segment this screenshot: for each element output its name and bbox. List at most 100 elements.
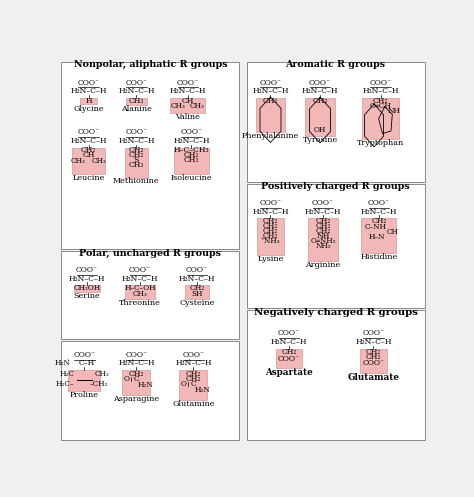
- Text: COO⁻: COO⁻: [278, 354, 300, 362]
- Text: CH₂: CH₂: [263, 232, 278, 240]
- Text: CH₂: CH₂: [312, 96, 328, 104]
- Text: CH₂: CH₂: [371, 217, 386, 225]
- Text: Methionine: Methionine: [113, 177, 160, 185]
- FancyBboxPatch shape: [246, 310, 425, 440]
- FancyBboxPatch shape: [61, 251, 239, 339]
- Text: H₃Ṅ–C–H: H₃Ṅ–C–H: [118, 87, 155, 95]
- Text: NH: NH: [316, 232, 330, 240]
- Text: H–C–CH₃: H–C–CH₃: [174, 146, 209, 155]
- FancyBboxPatch shape: [305, 98, 335, 136]
- Text: CH₃: CH₃: [129, 97, 144, 105]
- FancyBboxPatch shape: [174, 148, 209, 174]
- Text: COO⁻: COO⁻: [73, 351, 95, 359]
- Text: CH₃: CH₃: [190, 102, 205, 110]
- Text: Valine: Valine: [175, 113, 200, 121]
- Text: Leucine: Leucine: [73, 174, 105, 182]
- Text: CH₂: CH₂: [81, 146, 96, 155]
- Text: H₂C–: H₂C–: [55, 380, 74, 388]
- FancyBboxPatch shape: [125, 148, 148, 177]
- Text: CH₂: CH₂: [129, 370, 144, 378]
- Text: C–NH: C–NH: [364, 223, 386, 231]
- Text: H₂N: H₂N: [138, 381, 154, 389]
- Text: NH: NH: [387, 107, 400, 115]
- FancyBboxPatch shape: [61, 62, 239, 249]
- Text: C: C: [134, 375, 139, 383]
- Text: Tyrosine: Tyrosine: [302, 136, 337, 144]
- Text: Serine: Serine: [73, 292, 100, 300]
- Text: CH₂: CH₂: [263, 96, 278, 104]
- Text: H₃Ṅ–C–H: H₃Ṅ–C–H: [361, 208, 397, 216]
- Text: COO⁻: COO⁻: [78, 79, 100, 86]
- Text: Alanine: Alanine: [121, 105, 152, 113]
- Text: COO⁻: COO⁻: [370, 79, 392, 86]
- Text: H₃Ṅ–C–H: H₃Ṅ–C–H: [252, 87, 289, 95]
- Text: Negatively charged R groups: Negatively charged R groups: [254, 309, 418, 318]
- Text: CH₂: CH₂: [373, 96, 388, 104]
- FancyBboxPatch shape: [246, 62, 425, 182]
- Text: CH: CH: [182, 97, 194, 105]
- Text: CH₂: CH₂: [315, 222, 331, 230]
- FancyBboxPatch shape: [275, 348, 302, 368]
- Text: COO⁻: COO⁻: [362, 330, 384, 337]
- Text: CH₂: CH₂: [129, 151, 144, 160]
- Text: H₃Ṅ–C–H: H₃Ṅ–C–H: [175, 359, 211, 367]
- Text: OH: OH: [314, 126, 326, 134]
- Text: CH₂: CH₂: [315, 217, 331, 225]
- FancyBboxPatch shape: [257, 219, 284, 255]
- Text: H–C–OH: H–C–OH: [124, 284, 156, 293]
- Text: H₃Ṅ–C–H: H₃Ṅ–C–H: [271, 337, 307, 346]
- Text: H₂N: H₂N: [195, 386, 210, 394]
- Text: Isoleucine: Isoleucine: [171, 174, 212, 182]
- Text: CH₂: CH₂: [263, 227, 278, 235]
- Text: SH: SH: [191, 290, 203, 298]
- Text: COO⁻: COO⁻: [126, 79, 147, 86]
- Text: H₃Ṅ–C–H: H₃Ṅ–C–H: [70, 87, 107, 95]
- Text: Glycine: Glycine: [73, 105, 104, 113]
- Text: O: O: [181, 380, 187, 388]
- FancyBboxPatch shape: [122, 370, 150, 395]
- Text: CH₂: CH₂: [263, 217, 278, 225]
- FancyBboxPatch shape: [126, 98, 146, 105]
- Text: H₂C: H₂C: [59, 370, 74, 378]
- FancyBboxPatch shape: [68, 370, 100, 392]
- FancyBboxPatch shape: [360, 348, 387, 373]
- Text: Polar, uncharged R groups: Polar, uncharged R groups: [79, 249, 221, 258]
- Text: CH₂: CH₂: [186, 375, 201, 383]
- Text: CH₂: CH₂: [129, 146, 144, 155]
- Text: CH₂: CH₂: [184, 151, 199, 160]
- FancyBboxPatch shape: [125, 285, 155, 299]
- FancyBboxPatch shape: [179, 370, 207, 400]
- Text: Positively charged R groups: Positively charged R groups: [261, 182, 410, 191]
- Text: COO⁻: COO⁻: [312, 199, 334, 207]
- Text: Aromatic R groups: Aromatic R groups: [285, 60, 385, 69]
- Text: H₃Ṅ–C–H: H₃Ṅ–C–H: [69, 274, 105, 282]
- Text: COO⁻: COO⁻: [182, 351, 204, 359]
- Text: H₃Ṅ–C–H: H₃Ṅ–C–H: [118, 137, 155, 145]
- FancyBboxPatch shape: [256, 98, 285, 132]
- Text: H₃Ṅ–C–H: H₃Ṅ–C–H: [118, 359, 155, 367]
- Text: Glutamate: Glutamate: [347, 373, 399, 382]
- Text: COO⁻: COO⁻: [76, 266, 98, 274]
- Text: COO⁻: COO⁻: [78, 128, 100, 136]
- Text: CH₂: CH₂: [365, 353, 381, 361]
- FancyBboxPatch shape: [61, 341, 239, 440]
- Text: COO⁻: COO⁻: [126, 128, 147, 136]
- FancyBboxPatch shape: [73, 285, 100, 292]
- Text: Arginine: Arginine: [305, 261, 341, 269]
- Text: COO⁻: COO⁻: [129, 266, 151, 274]
- FancyBboxPatch shape: [170, 98, 205, 113]
- Text: CH₃: CH₃: [129, 161, 144, 169]
- Text: C═CH: C═CH: [370, 102, 392, 110]
- Text: H–N: H–N: [369, 233, 385, 241]
- FancyBboxPatch shape: [80, 98, 98, 104]
- Text: CH₃: CH₃: [171, 102, 186, 110]
- Text: H₃Ṅ–C–H: H₃Ṅ–C–H: [355, 337, 392, 346]
- FancyBboxPatch shape: [362, 98, 399, 139]
- Text: ⁺NH₃: ⁺NH₃: [261, 237, 280, 245]
- Text: NH₂: NH₂: [315, 242, 331, 250]
- Text: COO⁻: COO⁻: [368, 199, 390, 207]
- Text: COO⁻: COO⁻: [126, 351, 147, 359]
- Text: CH₃: CH₃: [133, 290, 147, 298]
- Text: C–H: C–H: [78, 359, 94, 367]
- Text: Lysine: Lysine: [257, 255, 283, 263]
